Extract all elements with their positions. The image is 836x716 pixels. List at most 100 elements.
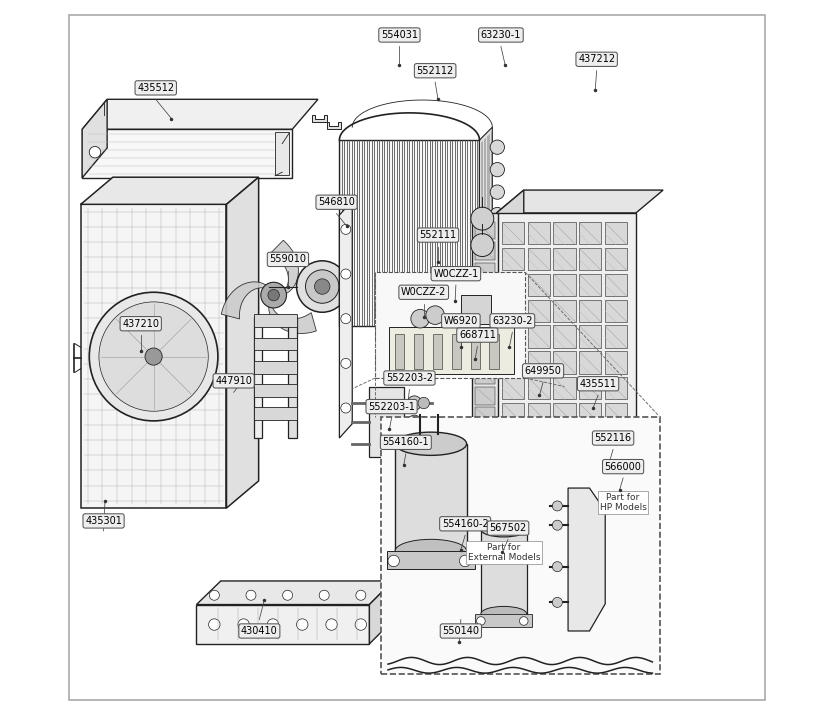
Bar	[604, 403, 627, 425]
Circle shape	[99, 302, 208, 411]
Bar	[395, 444, 466, 551]
Circle shape	[355, 619, 366, 630]
Circle shape	[553, 501, 563, 511]
Bar	[528, 326, 550, 348]
Bar	[604, 300, 627, 322]
Bar	[604, 377, 627, 400]
Circle shape	[553, 597, 563, 607]
Polygon shape	[82, 100, 318, 130]
Bar	[553, 300, 575, 322]
Bar	[502, 248, 524, 270]
Bar	[502, 326, 524, 348]
Ellipse shape	[395, 432, 466, 455]
Bar	[395, 334, 405, 369]
Circle shape	[209, 590, 219, 600]
Text: 435511: 435511	[579, 379, 617, 389]
Text: 435301: 435301	[85, 516, 122, 526]
Polygon shape	[253, 314, 297, 327]
Text: Part for
HP Models: Part for HP Models	[599, 493, 646, 512]
Bar	[528, 377, 550, 400]
Bar	[553, 326, 575, 348]
Circle shape	[553, 521, 563, 531]
Bar	[475, 387, 495, 405]
Circle shape	[356, 590, 366, 600]
Polygon shape	[81, 177, 258, 204]
Polygon shape	[327, 122, 341, 130]
Text: 430410: 430410	[241, 626, 278, 636]
Circle shape	[341, 269, 351, 279]
Bar	[604, 274, 627, 296]
Text: W6920: W6920	[444, 316, 478, 326]
Polygon shape	[472, 213, 498, 431]
Circle shape	[407, 437, 421, 451]
Bar	[528, 274, 550, 296]
Bar	[604, 326, 627, 348]
Text: 554160-1: 554160-1	[383, 437, 429, 448]
Polygon shape	[497, 190, 663, 213]
Text: 437210: 437210	[122, 319, 159, 329]
Circle shape	[418, 438, 430, 450]
Circle shape	[490, 163, 504, 177]
Bar	[553, 222, 575, 244]
Polygon shape	[568, 488, 605, 631]
Bar	[475, 366, 495, 384]
Circle shape	[490, 185, 504, 199]
Text: 668711: 668711	[459, 330, 496, 340]
Bar	[553, 403, 575, 425]
Bar	[471, 334, 480, 369]
Circle shape	[426, 306, 445, 324]
Circle shape	[418, 417, 430, 428]
Text: 552203-1: 552203-1	[368, 402, 415, 412]
Bar	[528, 352, 550, 374]
Polygon shape	[227, 177, 258, 508]
Bar	[475, 284, 495, 301]
Polygon shape	[253, 407, 297, 420]
Bar	[475, 221, 495, 239]
Polygon shape	[497, 213, 636, 431]
Polygon shape	[497, 190, 524, 431]
Text: 552116: 552116	[594, 433, 632, 443]
Text: 550140: 550140	[442, 626, 479, 636]
Circle shape	[410, 309, 430, 328]
Bar	[475, 407, 495, 425]
Text: 437212: 437212	[578, 54, 615, 64]
Circle shape	[477, 616, 485, 625]
Circle shape	[490, 208, 504, 222]
Bar	[475, 614, 533, 626]
Circle shape	[326, 619, 337, 630]
Circle shape	[341, 224, 351, 234]
Text: 546810: 546810	[318, 197, 355, 207]
Polygon shape	[253, 384, 297, 397]
Circle shape	[460, 555, 471, 566]
Circle shape	[297, 261, 348, 312]
Circle shape	[341, 358, 351, 368]
Bar	[375, 272, 525, 378]
Circle shape	[341, 403, 351, 413]
Bar	[475, 325, 495, 342]
Polygon shape	[81, 204, 227, 508]
Circle shape	[490, 275, 504, 289]
Bar	[579, 248, 601, 270]
Circle shape	[471, 233, 494, 256]
Circle shape	[407, 415, 421, 430]
Bar	[381, 417, 660, 674]
Circle shape	[246, 590, 256, 600]
Circle shape	[145, 348, 162, 365]
Polygon shape	[339, 200, 352, 438]
Bar	[275, 132, 289, 175]
Circle shape	[418, 397, 430, 409]
Bar	[579, 300, 601, 322]
Circle shape	[209, 619, 220, 630]
Circle shape	[490, 140, 504, 155]
Polygon shape	[370, 581, 393, 644]
Circle shape	[89, 292, 218, 421]
Bar	[502, 352, 524, 374]
Circle shape	[319, 590, 329, 600]
Circle shape	[388, 555, 400, 566]
Bar	[475, 242, 495, 260]
Polygon shape	[253, 316, 263, 438]
Text: Part for
External Models: Part for External Models	[467, 543, 540, 562]
Text: 566000: 566000	[604, 462, 641, 472]
Polygon shape	[312, 115, 327, 122]
Circle shape	[261, 282, 287, 308]
